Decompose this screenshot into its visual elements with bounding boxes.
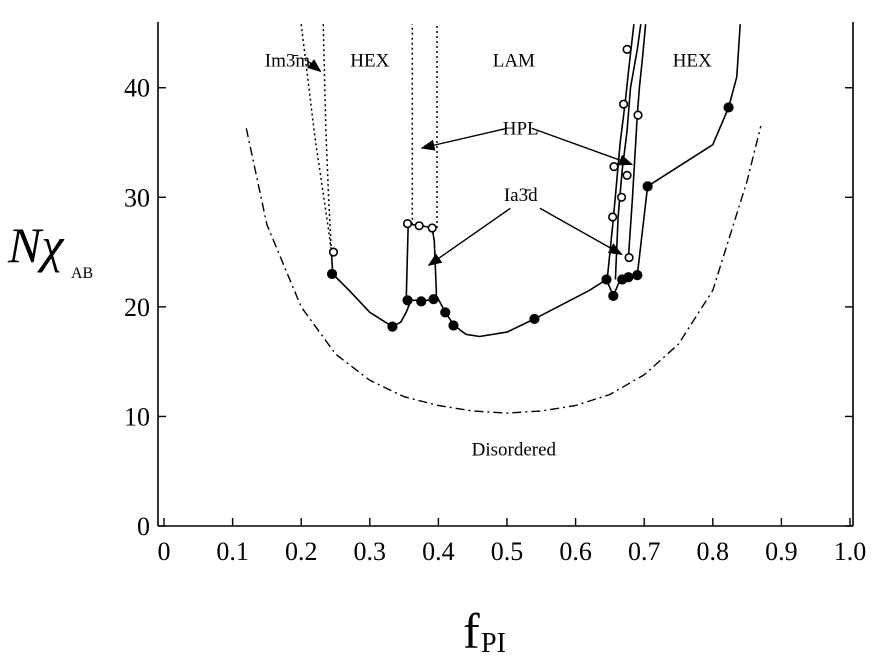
- arrow-layer: [306, 59, 634, 267]
- open-point: [414, 221, 424, 231]
- filled-point: [326, 268, 338, 280]
- open-point: [608, 212, 618, 222]
- region-label: LAM: [493, 50, 535, 71]
- x-tick-label: 0.1: [216, 537, 249, 566]
- axis-layer: 0 0.1 0.2 0.3 0.4 0.5 0.6 0.7 0.8 0.9 1.0 0 10 20 30 40…: [7, 74, 866, 659]
- region-label: Im3̄m: [265, 50, 311, 71]
- filled-point: [642, 181, 653, 192]
- y-tick-label: 40: [124, 74, 150, 103]
- open-point: [633, 110, 643, 120]
- x-tick-label: 0.7: [628, 537, 661, 566]
- x-tick-label: 0.9: [765, 537, 798, 566]
- region-label: HEX: [350, 50, 389, 71]
- series-line-HPL-right2: [614, 24, 642, 280]
- x-tick-label: 0.5: [491, 537, 524, 566]
- filled-point: [632, 269, 643, 281]
- series-line-HPL-right: [606, 24, 635, 280]
- series-line-Ia3d-HEX: [627, 24, 647, 258]
- open-point: [622, 170, 632, 180]
- series-line-ODT-left: [300, 24, 333, 253]
- series-line-Im3m-HEX: [322, 24, 333, 253]
- series-line-spinodal: [245, 125, 762, 414]
- open-point: [619, 99, 629, 109]
- open-point: [402, 219, 413, 229]
- annotation-arrow: [531, 127, 634, 166]
- annotation-arrow: [420, 127, 508, 151]
- filled-point: [623, 272, 634, 283]
- annotation-arrow: [539, 207, 623, 255]
- x-tick-label: 1.0: [834, 537, 867, 566]
- filled-point: [440, 307, 451, 318]
- open-point: [616, 192, 627, 202]
- y-tick-label: 10: [124, 402, 150, 431]
- annotation-arrow: [306, 59, 322, 73]
- x-tick-label: 0.4: [422, 537, 455, 566]
- marker-layer: [326, 44, 734, 332]
- filled-point: [723, 102, 734, 113]
- region-label: Ia3̄d: [504, 185, 538, 206]
- series-line-HEX-HPL-left: [405, 222, 413, 301]
- annotation-arrow: [427, 207, 511, 267]
- filled-point: [387, 321, 398, 332]
- y-tick-label: 0: [137, 512, 150, 541]
- filled-point: [448, 320, 459, 331]
- series-line-HPL-LAM: [431, 227, 438, 300]
- region-label: HPL: [503, 118, 539, 139]
- filled-point: [608, 290, 619, 302]
- label-layer: Im3̄m HEX LAM HEX HPL Ia3̄d Disordered: [265, 50, 712, 460]
- series-layer: [245, 24, 762, 414]
- y-axis-title: Nχ: [7, 217, 65, 273]
- x-tick-label: 0.2: [285, 537, 318, 566]
- y-tick-label: 30: [124, 183, 150, 212]
- x-tick-label: 0.8: [697, 537, 730, 566]
- y-axis-title-sub: AB: [71, 265, 93, 282]
- x-tick-label: 0.3: [354, 537, 387, 566]
- open-point: [609, 162, 619, 172]
- x-axis-title-sub: PI: [481, 628, 506, 659]
- open-point: [427, 223, 437, 233]
- region-label: HEX: [673, 50, 712, 71]
- filled-point: [416, 296, 427, 307]
- filled-point: [601, 274, 612, 285]
- x-axis-title: f: [463, 603, 480, 659]
- x-tick-label: 0.6: [559, 537, 592, 566]
- filled-point: [402, 295, 413, 306]
- open-point: [624, 252, 634, 263]
- filled-point: [529, 313, 540, 325]
- region-label: Disordered: [472, 439, 557, 460]
- open-point: [328, 247, 339, 257]
- filled-point: [428, 294, 439, 305]
- plot-frame: [157, 22, 854, 527]
- open-point: [622, 44, 632, 54]
- y-tick-label: 20: [124, 293, 150, 322]
- x-tick-label: 0: [158, 537, 171, 566]
